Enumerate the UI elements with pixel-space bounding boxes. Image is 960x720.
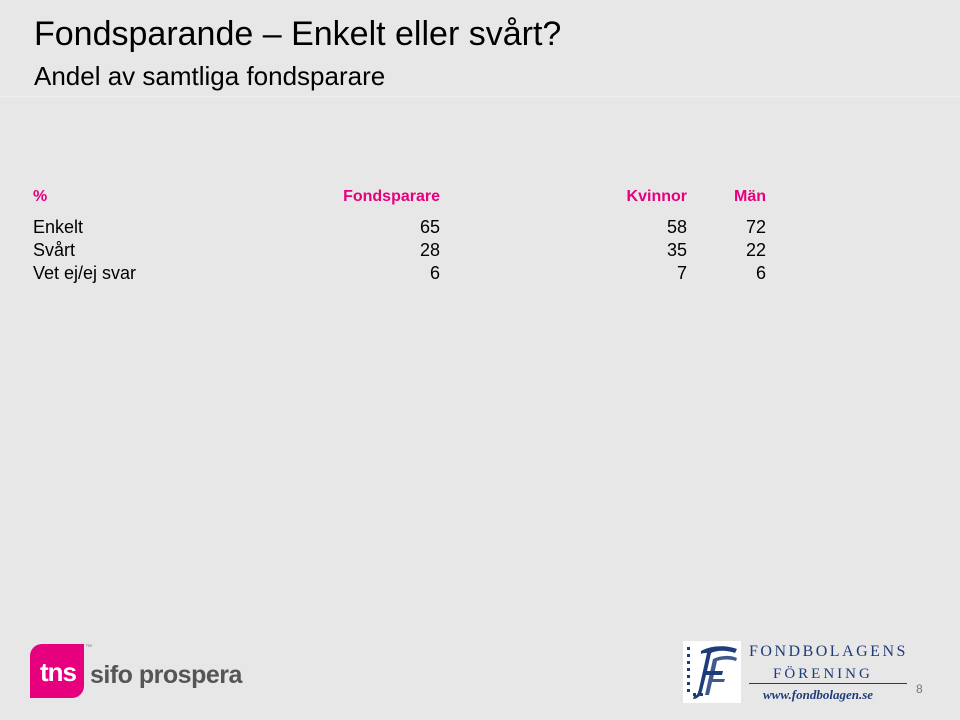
fondbolagens-forening-logo: Fondbolagens Förening www.fondbolagen.se <box>683 641 913 705</box>
ff-website-link[interactable]: www.fondbolagen.se <box>763 687 874 702</box>
title-divider <box>0 96 960 97</box>
ff-monogram-icon <box>683 641 741 703</box>
trademark-symbol: ™ <box>85 644 92 651</box>
cell-fondsparare: 6 <box>429 263 440 283</box>
tns-logo-mark: tns <box>30 644 84 698</box>
cell-kvinnor: 35 <box>666 240 687 260</box>
data-table: % Fondsparare Kvinnor Män Enkelt 65 58 7… <box>0 186 960 285</box>
table-header-unit: % <box>33 188 48 205</box>
cell-kvinnor: 7 <box>676 263 687 283</box>
slide-subtitle: Andel av samtliga fondsparare <box>34 61 386 91</box>
row-label: Vet ej/ej svar <box>33 263 137 283</box>
row-label: Enkelt <box>33 217 84 237</box>
table-header-row: % Fondsparare Kvinnor Män <box>0 186 960 208</box>
ff-name-line1: Fondbolagens <box>749 643 908 660</box>
table-row: Enkelt 65 58 72 <box>0 216 960 239</box>
table-header-man: Män <box>734 188 766 205</box>
table-header-fondsparare: Fondsparare <box>343 188 440 205</box>
cell-fondsparare: 65 <box>419 217 440 237</box>
tns-sifo-prospera-logo: tns ™ sifo prospera <box>30 644 270 698</box>
page-number: 8 <box>916 682 923 696</box>
sifo-prospera-logo-text: sifo prospera <box>90 661 242 689</box>
row-label: Svårt <box>33 240 76 260</box>
cell-fondsparare: 28 <box>419 240 440 260</box>
cell-kvinnor: 58 <box>666 217 687 237</box>
tns-logo-text: tns <box>40 657 77 687</box>
slide-title: Fondsparande – Enkelt eller svårt? <box>34 15 562 53</box>
ff-divider <box>749 683 907 684</box>
table-row: Svårt 28 35 22 <box>0 239 960 262</box>
ff-name-line2: Förening <box>773 666 873 682</box>
table-row: Vet ej/ej svar 6 7 6 <box>0 262 960 285</box>
cell-man: 6 <box>755 263 766 283</box>
cell-man: 22 <box>745 240 766 260</box>
table-header-kvinnor: Kvinnor <box>626 188 687 205</box>
cell-man: 72 <box>745 217 766 237</box>
